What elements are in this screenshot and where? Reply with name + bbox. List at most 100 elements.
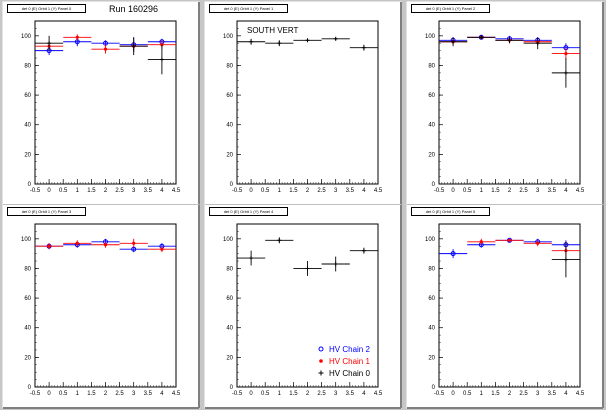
y-tick-label: 40	[428, 123, 435, 129]
pad-frame	[406, 204, 604, 409]
x-tick-label: 0.5	[463, 391, 472, 397]
y-tick-label: 80	[428, 63, 435, 69]
x-tick-label: -0.5	[434, 188, 445, 194]
x-tick-label: 1	[76, 188, 80, 194]
y-tick-label: 60	[24, 296, 31, 302]
x-tick-label: 2.5	[317, 188, 326, 194]
y-tick-label: 60	[226, 93, 233, 99]
x-tick-label: 3	[132, 391, 136, 397]
pad-title: det 0 (E) Orbit 1 (Y) Panel 0	[7, 4, 86, 13]
data-point	[450, 251, 456, 257]
x-tick-label: 1.5	[491, 188, 500, 194]
x-tick-label: 2.5	[115, 391, 124, 397]
y-tick-label: 0	[432, 385, 436, 391]
pad-title: det 0 (E) Orbit 1 (Y) Panel 4	[209, 207, 288, 216]
x-tick-label: 4	[362, 188, 366, 194]
x-tick-label: 0	[249, 188, 253, 194]
y-tick-label: 20	[226, 152, 233, 158]
y-tick-label: 40	[226, 326, 233, 332]
data-point	[132, 241, 136, 245]
x-tick-label: 0	[47, 391, 51, 397]
y-tick-label: 20	[226, 355, 233, 361]
pad-title: det 0 (E) Orbit 1 (Y) Panel 1	[209, 4, 288, 13]
pad-frame	[2, 204, 200, 409]
x-tick-label: 2.5	[115, 188, 124, 194]
x-tick-label: 2	[508, 188, 512, 194]
x-tick-label: 1.5	[491, 391, 500, 397]
y-tick-label: 60	[428, 296, 435, 302]
x-tick-label: 2.5	[317, 391, 326, 397]
y-tick-label: 0	[28, 385, 32, 391]
y-tick-label: 100	[425, 34, 436, 40]
pad-title: det 0 (E) Orbit 1 (Y) Panel 2	[411, 4, 490, 13]
legend-marker	[318, 346, 324, 352]
x-tick-label: 4.5	[576, 188, 585, 194]
x-tick-label: -0.5	[434, 391, 445, 397]
x-tick-label: -0.5	[232, 391, 243, 397]
data-point	[103, 47, 108, 51]
x-tick-label: 0.5	[261, 391, 270, 397]
y-tick-label: 0	[432, 182, 436, 188]
x-tick-label: 2	[508, 391, 512, 397]
x-tick-label: 3.5	[548, 188, 557, 194]
y-tick-label: 80	[24, 266, 31, 272]
x-tick-label: 1.5	[87, 391, 96, 397]
x-tick-label: 1.5	[289, 188, 298, 194]
run-label: Run 160296	[109, 4, 159, 14]
x-tick-label: -0.5	[30, 188, 41, 194]
x-tick-label: 4.5	[172, 188, 181, 194]
y-tick-label: 80	[226, 266, 233, 272]
x-tick-label: 1	[278, 391, 282, 397]
legend-label: HV Chain 1	[329, 357, 370, 366]
y-tick-label: 40	[24, 123, 31, 129]
data-point	[507, 238, 512, 242]
y-tick-label: 40	[226, 123, 233, 129]
x-tick-label: 2	[306, 391, 310, 397]
y-tick-label: 80	[24, 63, 31, 69]
pad-title: det 0 (E) Orbit 1 (Y) Panel 3	[7, 207, 86, 216]
x-tick-label: 0	[451, 391, 455, 397]
data-point	[160, 247, 164, 251]
x-tick-label: 3	[132, 188, 136, 194]
data-point	[564, 52, 568, 56]
x-tick-label: 3	[334, 188, 338, 194]
x-tick-label: -0.5	[232, 188, 243, 194]
x-tick-label: 2	[104, 188, 108, 194]
y-tick-label: 20	[24, 355, 31, 361]
y-tick-label: 20	[24, 152, 31, 158]
x-tick-label: 0	[47, 188, 51, 194]
x-tick-label: 4.5	[374, 188, 383, 194]
x-tick-label: 3	[536, 188, 540, 194]
pad-title: det 0 (E) Orbit 1 (Y) Panel 5	[411, 207, 490, 216]
x-tick-label: 0	[249, 391, 253, 397]
data-point	[536, 241, 540, 245]
pad-frame	[2, 1, 200, 206]
y-tick-label: 0	[230, 182, 234, 188]
x-tick-label: 3.5	[548, 391, 557, 397]
x-tick-label: 2	[104, 391, 108, 397]
x-tick-label: 4	[160, 188, 164, 194]
y-tick-label: 100	[21, 237, 32, 243]
x-tick-label: 3.5	[346, 391, 355, 397]
y-tick-label: 80	[428, 266, 435, 272]
pad-frame	[204, 204, 402, 409]
y-tick-label: 40	[428, 326, 435, 332]
y-tick-label: 100	[21, 34, 32, 40]
x-tick-label: 3.5	[144, 188, 153, 194]
data-point	[479, 240, 483, 244]
x-tick-label: 4.5	[374, 391, 383, 397]
x-tick-label: 2.5	[519, 188, 528, 194]
x-tick-label: 0.5	[59, 188, 68, 194]
data-point	[75, 241, 79, 245]
x-tick-label: 4.5	[576, 391, 585, 397]
y-tick-label: 60	[226, 296, 233, 302]
y-tick-label: 100	[425, 237, 436, 243]
y-tick-label: 80	[226, 63, 233, 69]
y-tick-label: 0	[28, 182, 32, 188]
y-tick-label: 100	[223, 237, 234, 243]
y-tick-label: 20	[428, 355, 435, 361]
x-tick-label: 2.5	[519, 391, 528, 397]
y-tick-label: 40	[24, 326, 31, 332]
y-tick-label: 60	[428, 93, 435, 99]
x-tick-label: 4	[160, 391, 164, 397]
